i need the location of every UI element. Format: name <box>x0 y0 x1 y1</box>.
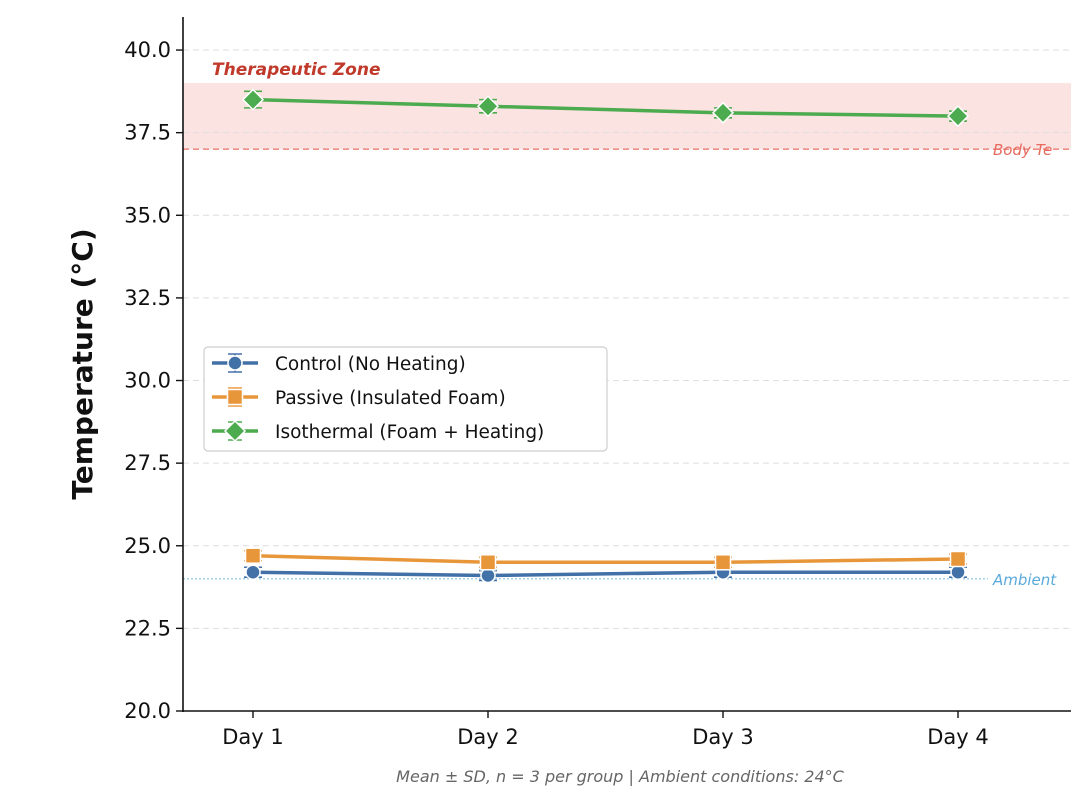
axes: 20.0 22.5 25.0 27.5 30.0 32.5 35.0 37.5 40.0 Day … <box>124 17 1071 749</box>
x-tick-label: Day 3 <box>692 725 754 749</box>
series-group <box>244 547 967 571</box>
y-tick-label: 40.0 <box>124 38 171 62</box>
series-line <box>252 553 959 565</box>
data-point <box>946 105 970 128</box>
data-point <box>244 547 262 564</box>
y-tick-label: 27.5 <box>124 451 171 475</box>
legend[interactable]: Control (No Heating) Passive (Insulated F… <box>203 346 608 452</box>
legend-item: Isothermal (Foam + Heating) <box>212 419 544 443</box>
reference-label-bg <box>988 568 1071 589</box>
legend-item: Passive (Insulated Foam) <box>212 387 506 409</box>
legend-label: Passive (Insulated Foam) <box>275 388 506 409</box>
series-line <box>252 97 959 118</box>
y-tick-label: 22.5 <box>124 616 171 640</box>
y-tick-label: 25.0 <box>124 534 171 558</box>
data-point <box>476 95 500 118</box>
series-group <box>244 564 967 584</box>
y-tick-label: 32.5 <box>124 286 171 310</box>
y-tick-label: 37.5 <box>124 121 171 145</box>
data-point <box>227 355 243 371</box>
zone-label: Therapeutic Zone <box>212 60 380 80</box>
footnote: Mean ± SD, n = 3 per group | Ambient con… <box>396 767 844 786</box>
y-tick-label: 35.0 <box>124 203 171 227</box>
legend-box <box>203 346 608 452</box>
reference-line-label: Body Te <box>993 141 1052 159</box>
data-point <box>241 88 265 111</box>
legend-label: Control (No Heating) <box>275 354 466 375</box>
data-point <box>245 564 261 580</box>
x-tick-label: Day 4 <box>927 725 989 749</box>
data-point <box>223 419 247 443</box>
reference-lines: Body Te Ambient <box>183 141 1071 589</box>
x-tick-label: Day 2 <box>457 725 519 749</box>
y-axis-label: Temperature (°C) <box>66 228 99 499</box>
series-layer <box>241 88 970 584</box>
reference-line-label: Ambient <box>992 571 1057 589</box>
y-tick-label: 30.0 <box>124 369 171 393</box>
data-point <box>480 567 496 584</box>
legend-label: Isothermal (Foam + Heating) <box>275 422 544 443</box>
data-point <box>711 101 735 124</box>
data-point <box>226 388 244 406</box>
data-point <box>714 554 732 571</box>
series-line <box>252 570 958 578</box>
data-point <box>949 550 967 568</box>
x-tick-label: Day 1 <box>222 725 284 749</box>
legend-item: Control (No Heating) <box>212 353 466 375</box>
data-point <box>479 554 497 571</box>
series-group <box>241 88 970 128</box>
y-tick-label: 20.0 <box>124 699 171 723</box>
data-point <box>950 564 966 580</box>
